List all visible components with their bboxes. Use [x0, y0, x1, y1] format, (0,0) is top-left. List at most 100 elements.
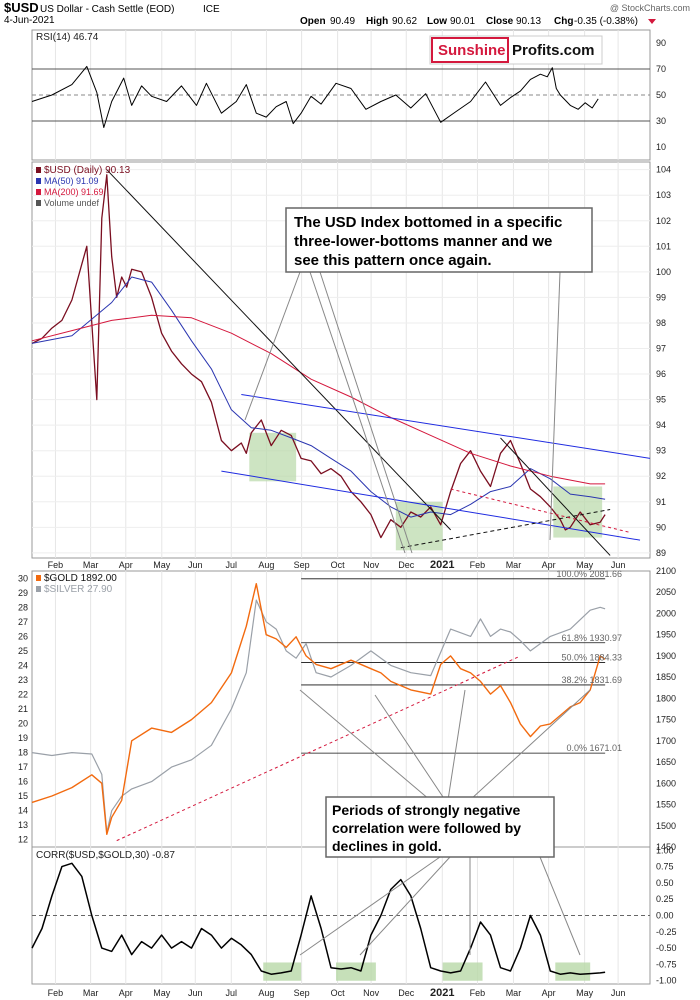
- rsi-y-tick: 30: [656, 116, 666, 126]
- usd-legend-entry: Volume undef: [44, 198, 100, 208]
- silver-y-tick-left: 25: [18, 646, 28, 656]
- fib-level-label: 100.0% 2081.66: [556, 569, 622, 579]
- silver-y-tick-left: 12: [18, 835, 28, 845]
- usd-downtrend-line: [106, 169, 452, 531]
- gold-y-tick-right: 1750: [656, 715, 676, 725]
- x-tick-label: Sep: [294, 988, 310, 998]
- ohlc-readout: Open 90.49 High 90.62 Low 90.01 Close 90…: [300, 16, 656, 27]
- gold-y-tick-right: 1800: [656, 693, 676, 703]
- x-tick-label: 2021: [430, 559, 454, 571]
- silver-y-tick-left: 22: [18, 689, 28, 699]
- silver-y-tick-left: 24: [18, 660, 28, 670]
- silver-y-tick-left: 21: [18, 704, 28, 714]
- usd-y-tick: 95: [656, 395, 666, 405]
- x-tick-label: Feb: [48, 560, 64, 570]
- watermark: @ StockCharts.com: [610, 3, 690, 13]
- corr-y-tick: 0.00: [656, 911, 674, 921]
- fib-level-label: 50.0% 1884.33: [561, 653, 622, 663]
- x-tick-label: Jun: [611, 988, 626, 998]
- silver-y-tick-left: 28: [18, 602, 28, 612]
- usd-support-dashed: [400, 508, 611, 549]
- gold-legend-swatch: [36, 586, 41, 592]
- symbol-title: $USD: [4, 0, 39, 15]
- x-tick-label: Aug: [258, 560, 274, 570]
- usd-y-tick: 99: [656, 292, 666, 302]
- gold-legend-entry: $SILVER 27.90: [44, 584, 113, 595]
- x-tick-label: Sep: [294, 560, 310, 570]
- corr-y-tick: -0.75: [656, 959, 677, 969]
- usd-y-tick: 98: [656, 318, 666, 328]
- silver-y-tick-left: 19: [18, 733, 28, 743]
- fib-level-label: 61.8% 1930.97: [561, 633, 622, 643]
- x-tick-label: May: [153, 560, 171, 570]
- usd-callout-pointer: [244, 271, 301, 421]
- x-tick-label: Apr: [119, 560, 133, 570]
- usd-annotation-box: The USD Index bottomed in a specific thr…: [285, 207, 593, 273]
- gold-y-tick-right: 1950: [656, 630, 676, 640]
- x-tick-label: Jul: [226, 988, 238, 998]
- low-label: Low: [427, 16, 447, 27]
- usd-y-tick: 94: [656, 420, 666, 430]
- usd-y-tick: 90: [656, 522, 666, 532]
- silver-y-tick-left: 16: [18, 777, 28, 787]
- corr-y-tick: -0.50: [656, 943, 677, 953]
- trend-lines: [106, 169, 651, 956]
- logo-black-text: Profits.com: [512, 42, 595, 59]
- usd-callout-pointer: [549, 271, 561, 541]
- down-arrow-icon: [648, 19, 656, 24]
- x-tick-label: Mar: [83, 560, 99, 570]
- x-tick-label: May: [576, 560, 594, 570]
- corr-y-tick: 0.25: [656, 894, 674, 904]
- x-tick-label: Dec: [398, 988, 415, 998]
- usd-legend-swatch: [36, 178, 41, 184]
- rsi-y-tick: 10: [656, 142, 666, 152]
- gold-line: [31, 583, 606, 835]
- corr-y-tick: -0.25: [656, 927, 677, 937]
- silver-y-tick-left: 30: [18, 573, 28, 583]
- gold-legend-swatch: [36, 575, 41, 581]
- chg-value: -0.35 (-0.38%): [574, 16, 638, 27]
- usd-legend-entry: MA(200) 91.69: [44, 187, 104, 197]
- gold-y-tick-right: 2050: [656, 587, 676, 597]
- x-tick-label: Jun: [611, 560, 626, 570]
- x-tick-label: Mar: [83, 988, 99, 998]
- low-value: 90.01: [450, 16, 475, 27]
- usd-highlight-box: [249, 432, 297, 482]
- x-tick-label: Aug: [258, 988, 274, 998]
- gold-callout-pointer: [374, 694, 446, 801]
- silver-y-tick-left: 15: [18, 791, 28, 801]
- usd-legend-swatch: [36, 200, 41, 206]
- usd-y-tick: 89: [656, 548, 666, 558]
- x-tick-label: 2021: [430, 987, 454, 999]
- gold-callout-pointer: [469, 689, 591, 801]
- corr-callout-pointer: [299, 856, 441, 956]
- x-tick-label: May: [153, 988, 171, 998]
- silver-y-tick-left: 17: [18, 762, 28, 772]
- silver-y-tick-left: 27: [18, 617, 28, 627]
- usd-y-tick: 102: [656, 216, 671, 226]
- corr-note-line-2: correlation were followed by: [332, 820, 521, 836]
- gold-y-tick-right: 1450: [656, 842, 676, 852]
- usd-note-line-2: three-lower-bottoms manner and we: [294, 233, 552, 250]
- corr-annotation-box: Periods of strongly negative correlation…: [325, 796, 555, 858]
- sunshine-profits-logo: Sunshine Profits.com: [429, 35, 603, 65]
- gold-y-tick-right: 1550: [656, 800, 676, 810]
- gold-y-tick-right: 1600: [656, 778, 676, 788]
- x-tick-label: Feb: [48, 988, 64, 998]
- usd-y-tick: 91: [656, 497, 666, 507]
- usd-callout-pointer: [309, 271, 406, 554]
- x-tick-label: Mar: [506, 560, 522, 570]
- x-tick-label: Jun: [188, 988, 203, 998]
- gold-y-tick-right: 2000: [656, 608, 676, 618]
- x-tick-label: Oct: [331, 988, 346, 998]
- usd-legend-entry: $USD (Daily) 90.13: [44, 165, 131, 176]
- corr-highlight-box: [336, 962, 376, 981]
- usd-y-tick: 96: [656, 369, 666, 379]
- silver-y-tick-left: 29: [18, 588, 28, 598]
- gold-callout-pointer: [447, 689, 466, 801]
- corr-legend: CORR($USD,$GOLD,30) -0.87: [36, 850, 175, 861]
- silver-line: [31, 599, 606, 834]
- corr-highlight-box: [555, 962, 591, 981]
- usd-y-tick: 92: [656, 471, 666, 481]
